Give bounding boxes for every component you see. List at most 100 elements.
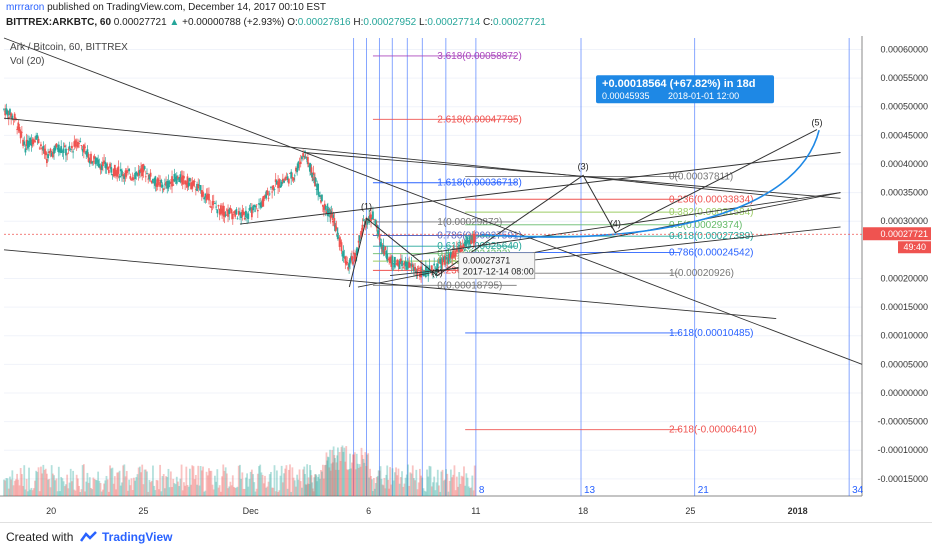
volume-bar xyxy=(92,477,95,496)
open-label: O: xyxy=(287,17,298,28)
candle-body xyxy=(436,263,439,268)
candle-body xyxy=(392,265,395,267)
volume-bar xyxy=(107,491,110,496)
volume-bar xyxy=(447,491,450,496)
candle-body xyxy=(189,178,191,182)
fib-extension-label: 0.786(0.00024542) xyxy=(669,247,754,258)
volume-bar xyxy=(110,468,113,496)
candle-body xyxy=(230,209,233,214)
projection-curve xyxy=(480,129,820,238)
volume-bar xyxy=(298,469,301,496)
volume-bar xyxy=(309,465,311,496)
volume-bar xyxy=(116,472,119,496)
candle-body xyxy=(268,193,271,195)
candle-body xyxy=(184,180,187,184)
candle-body xyxy=(222,205,225,216)
candle-body xyxy=(324,205,327,210)
candle-body xyxy=(441,258,444,266)
candle-body xyxy=(279,185,282,188)
candle-body xyxy=(187,182,190,187)
candle-body xyxy=(59,149,61,153)
volume-bar xyxy=(227,488,229,496)
candle-body xyxy=(273,189,276,190)
volume-bar xyxy=(138,466,141,496)
volume-bar xyxy=(291,467,294,496)
volume-bar xyxy=(56,491,59,496)
volume-bar xyxy=(460,475,463,496)
candle-body xyxy=(65,148,67,156)
volume-bar xyxy=(301,487,303,496)
candle-body xyxy=(383,250,386,255)
volume-bar xyxy=(317,477,320,496)
candle-body xyxy=(72,151,75,153)
candle-body xyxy=(267,197,270,199)
candle-body xyxy=(183,176,185,179)
candle-body xyxy=(44,150,47,156)
candle-body xyxy=(211,201,214,206)
volume-bar xyxy=(372,478,375,496)
volume-bar xyxy=(206,475,209,496)
volume-bar xyxy=(205,471,208,496)
candle-body xyxy=(321,194,323,202)
candle-body xyxy=(303,156,306,158)
volume-bar xyxy=(31,490,34,496)
volume-bar xyxy=(23,465,26,496)
candle-body xyxy=(286,176,289,181)
volume-bar xyxy=(85,481,88,496)
candle-body xyxy=(332,215,335,218)
candle-body xyxy=(320,200,322,203)
candle-body xyxy=(421,268,424,270)
volume-bar xyxy=(36,471,39,496)
candle-body xyxy=(31,139,34,145)
created-with-label: Created with xyxy=(6,530,74,544)
volume-bar xyxy=(397,468,400,496)
volume-bar xyxy=(326,456,329,496)
volume-bar xyxy=(411,465,414,496)
candle-body xyxy=(192,180,195,186)
volume-bar xyxy=(323,465,326,496)
y-tick-label: -0.00005000 xyxy=(877,417,928,427)
candle-body xyxy=(310,167,313,175)
candle-body xyxy=(354,256,357,259)
candle-body xyxy=(464,240,467,247)
candle-body xyxy=(281,178,284,182)
candle-body xyxy=(467,243,470,245)
volume-bar xyxy=(4,480,7,496)
candle-body xyxy=(178,177,181,183)
trend-line xyxy=(411,192,841,256)
change-value: +0.00000788 (+2.93%) xyxy=(182,17,285,28)
volume-bar xyxy=(134,480,136,496)
volume-bar xyxy=(299,481,302,496)
volume-bar xyxy=(333,455,336,496)
volume-bar xyxy=(3,479,5,496)
candle-body xyxy=(448,253,451,259)
volume-bar xyxy=(292,477,295,496)
candle-body xyxy=(344,256,347,264)
volume-bar xyxy=(54,480,57,496)
volume-bar xyxy=(104,480,107,496)
volume-bar xyxy=(249,471,252,496)
candle-body xyxy=(26,140,29,149)
chart-area[interactable]: 0.00060000 0.00055000 0.00050000 0.00045000… xyxy=(0,36,932,522)
author-link[interactable]: mrrraron xyxy=(6,2,45,13)
x-tick-label: 11 xyxy=(471,506,480,516)
candle-body xyxy=(266,190,269,196)
wave-label: (3) xyxy=(578,161,589,171)
candle-body xyxy=(306,157,309,162)
candle-body xyxy=(390,259,393,267)
volume-bar xyxy=(19,467,22,496)
volume-bar xyxy=(140,472,142,496)
volume-bar xyxy=(321,471,323,496)
volume-bar xyxy=(366,454,369,496)
candle-body xyxy=(265,191,268,199)
candle-body xyxy=(125,170,128,174)
volume-bar xyxy=(200,470,203,496)
candle-body xyxy=(152,178,154,183)
candle-body xyxy=(9,109,11,115)
price-chart[interactable]: 0.00060000 0.00055000 0.00050000 0.00045000… xyxy=(0,36,932,522)
tradingview-brand-link[interactable]: TradingView xyxy=(102,530,173,544)
candle-body xyxy=(275,180,278,185)
candle-body xyxy=(368,216,371,223)
volume-bar xyxy=(351,462,353,496)
candle-body xyxy=(293,175,296,177)
